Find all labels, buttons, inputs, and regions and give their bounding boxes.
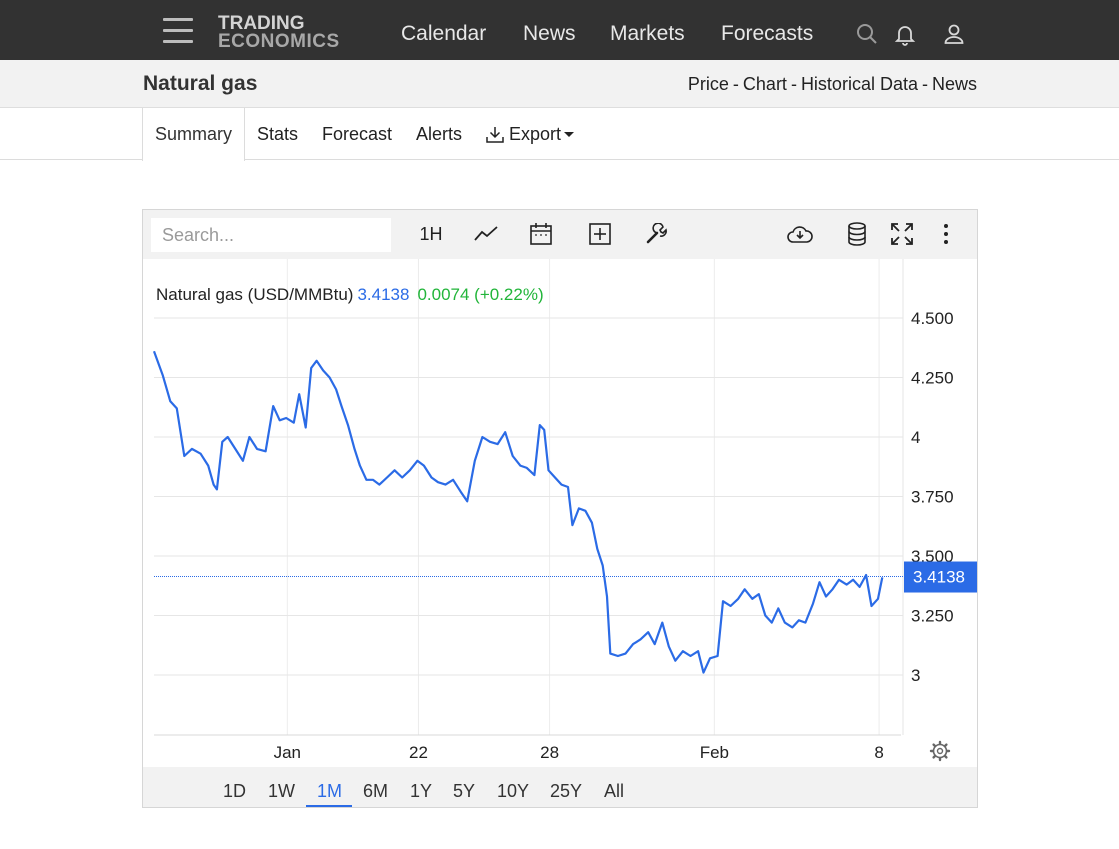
x-tick-label: Feb [700,743,729,762]
chart-area[interactable]: 3 3.250 3.500 3.750 4 4.250 4.500 Jan 22 28 Feb 8 … [143,259,977,767]
y-tick-label: 3 [911,666,920,685]
crumb-price[interactable]: Price [687,74,729,94]
bell-icon[interactable] [893,22,917,46]
user-icon[interactable] [942,22,966,46]
x-tick-label: 8 [874,743,883,762]
crumb-separator: - [921,74,928,94]
top-navbar: TRADING ECONOMICS Calendar News Markets … [0,0,1119,60]
range-1y[interactable]: 1Y [410,781,433,801]
nav-calendar[interactable]: Calendar [401,22,487,45]
cloud-download-icon[interactable] [786,220,814,248]
legend-price: 3.4138 [357,285,410,304]
last-price-badge [904,561,977,593]
series-line-natural-gas [152,350,884,674]
range-5y[interactable]: 5Y [453,781,476,801]
x-tick-label: Jan [274,743,301,762]
menu-icon[interactable] [163,18,193,44]
page-title: Natural gas [143,72,258,95]
subheader: Natural gas Price - Chart - Historical Data -… [0,60,1119,108]
crumb-chart[interactable]: Chart [742,74,787,94]
fullscreen-icon[interactable] [890,220,914,248]
range-1m[interactable]: 1M [317,781,343,801]
database-icon[interactable] [846,220,868,248]
y-tick-label: 3.250 [911,607,954,626]
nav-markets[interactable]: Markets [610,22,685,45]
range-1w[interactable]: 1W [268,781,295,801]
range-1d[interactable]: 1D [223,781,247,801]
section-tabs: Summary Stats Forecast Alerts Export [0,108,1119,161]
search-icon[interactable] [855,22,879,46]
y-tick-label: 3.750 [911,488,954,507]
crumb-historical-data[interactable]: Historical Data [800,74,918,94]
download-icon [486,126,504,143]
crumb-news[interactable]: News [931,74,977,94]
tab-export[interactable]: Export [485,124,575,145]
y-tick-label: 4 [911,428,920,447]
export-label: Export [509,124,562,144]
add-indicator-icon[interactable] [588,220,612,248]
crumb-separator: - [732,74,739,94]
more-vertical-icon[interactable] [937,220,955,248]
wrench-icon[interactable] [644,220,668,248]
nav-forecasts[interactable]: Forecasts [721,22,814,45]
breadcrumb: Price - Chart - Historical Data - News [688,74,977,95]
chart-panel: 1H 3 3.250 3.500 3.750 4 4.250 4.500 [142,209,978,808]
logo-line-1: TRADING [218,13,305,34]
last-price-label: 3.4138 [913,568,965,587]
crumb-separator: - [790,74,797,94]
interval-button[interactable]: 1H [419,223,443,244]
caret-down-icon [564,131,575,137]
chart-legend: Natural gas (USD/MMBtu) 3.4138 0.0074 (+0.… [156,285,544,305]
y-tick-label: 4.500 [911,309,954,328]
logo[interactable]: TRADING ECONOMICS [218,13,340,52]
x-tick-label: 22 [409,743,428,762]
legend-change: 0.0074 (+0.22%) [417,285,544,304]
nav-news[interactable]: News [523,22,576,45]
range-10y[interactable]: 10Y [497,781,530,801]
chart-search-input[interactable] [151,218,391,252]
line-chart-icon[interactable] [473,220,499,248]
range-25y[interactable]: 25Y [550,781,583,801]
range-selector: 1D 1W 1M 6M 1Y 5Y 10Y 25Y All [143,767,977,807]
x-tick-label: 28 [540,743,559,762]
range-all[interactable]: All [604,781,625,801]
tab-forecast[interactable]: Forecast [322,124,393,144]
legend-series-name: Natural gas (USD/MMBtu) [156,285,354,304]
y-tick-label: 3.500 [911,547,954,566]
y-tick-label: 4.250 [911,369,954,388]
tab-summary[interactable]: Summary [142,108,246,161]
range-6m[interactable]: 6M [363,781,389,801]
tab-stats[interactable]: Stats [257,124,299,144]
calendar-icon[interactable] [529,220,553,248]
chart-settings-icon[interactable] [929,740,951,762]
tab-alerts[interactable]: Alerts [416,124,463,144]
chart-toolbar: 1H [143,210,977,259]
logo-line-2: ECONOMICS [218,31,340,52]
range-active-indicator [306,805,352,807]
